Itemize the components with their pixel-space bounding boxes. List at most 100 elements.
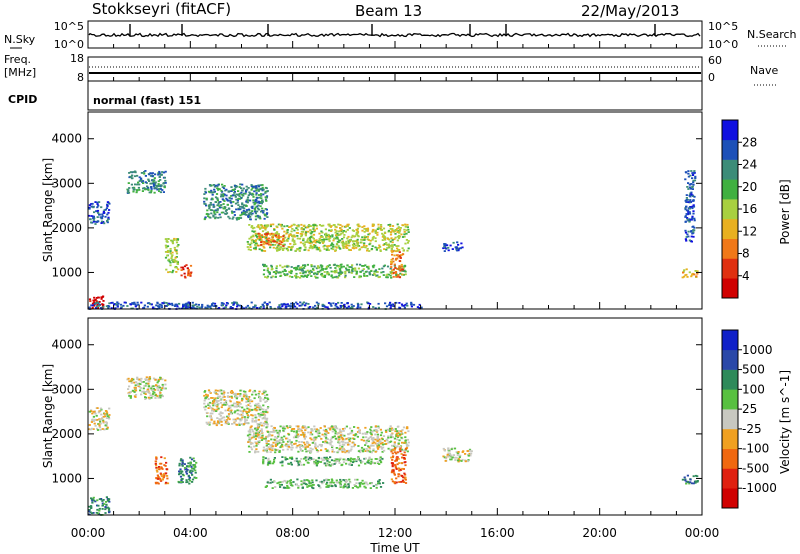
velocity-range-cell xyxy=(250,446,253,449)
power-range-cell xyxy=(355,270,359,273)
velocity-range-cell xyxy=(305,450,308,453)
power-range-cell xyxy=(274,275,277,278)
velocity-range-cell xyxy=(98,426,102,429)
power-range-cell xyxy=(368,271,371,274)
velocity-range-cell xyxy=(259,414,262,416)
power-range-cell xyxy=(134,171,137,174)
velocity-range-cell xyxy=(213,410,216,413)
power-range-cell xyxy=(170,255,173,258)
velocity-range-cell xyxy=(254,404,257,407)
power-range-cell xyxy=(370,248,374,250)
velocity-range-cell xyxy=(221,396,224,399)
velocity-range-cell xyxy=(309,459,312,461)
power-range-cell xyxy=(396,257,399,260)
power-range-cell xyxy=(401,304,404,307)
velocity-range-cell xyxy=(300,480,303,483)
power-range-cell xyxy=(304,270,307,273)
velocity-range-cell xyxy=(216,408,219,411)
power-range-cell xyxy=(351,243,355,246)
power-range-cell xyxy=(323,305,326,308)
power-range-cell xyxy=(312,269,315,272)
velocity-range-cell xyxy=(305,427,308,430)
velocity-range-cell xyxy=(283,486,286,489)
power-range-cell xyxy=(364,271,367,273)
velocity-range-cell xyxy=(385,431,388,433)
power-range-cell xyxy=(282,245,285,247)
power-range-cell xyxy=(351,269,354,271)
velocity-range-cell xyxy=(313,425,316,428)
velocity-range-cell xyxy=(267,406,270,408)
velocity-range-cell xyxy=(398,433,401,436)
power-range-cell xyxy=(138,176,141,179)
velocity-range-cell xyxy=(273,431,276,433)
power-range-cell xyxy=(216,204,219,207)
velocity-range-cell xyxy=(134,388,137,391)
velocity-range-cell xyxy=(312,439,316,442)
velocity-range-cell xyxy=(295,483,298,486)
velocity-range-cell xyxy=(281,464,284,467)
power-range-cell xyxy=(254,212,257,215)
power-range-cell xyxy=(685,197,688,199)
velocity-range-cell xyxy=(335,479,338,482)
colorbar-swatch xyxy=(722,238,738,259)
velocity-range-cell xyxy=(393,481,396,483)
power-range-cell xyxy=(684,229,687,232)
power-range-cell xyxy=(183,275,187,278)
date-title: 22/May/2013 xyxy=(581,2,679,20)
velocity-range-cell xyxy=(325,457,328,460)
velocity-range-cell xyxy=(404,454,407,457)
power-range-cell xyxy=(688,211,691,213)
velocity-range-cell xyxy=(381,450,384,453)
velocity-range-cell xyxy=(248,438,251,441)
power-range-cell xyxy=(208,204,211,206)
power-range-cell xyxy=(321,242,325,244)
velocity-range-cell xyxy=(264,397,267,399)
power-range-cell xyxy=(391,229,394,232)
velocity-range-cell xyxy=(159,391,162,394)
power-range-cell xyxy=(241,306,244,309)
power-echo-region xyxy=(390,250,405,279)
power-range-cell xyxy=(301,302,304,305)
velocity-range-cell xyxy=(248,433,251,436)
power-range-cell xyxy=(687,182,690,184)
velocity-range-cell xyxy=(310,457,313,459)
velocity-range-cell xyxy=(241,406,244,409)
power-range-cell xyxy=(251,227,254,230)
power-range-cell xyxy=(391,257,394,260)
velocity-range-cell xyxy=(287,444,290,446)
x-tick-label: 04:00 xyxy=(173,526,208,540)
velocity-range-cell xyxy=(446,455,450,457)
velocity-range-cell xyxy=(207,398,210,400)
power-range-cell xyxy=(445,247,448,250)
power-range-cell xyxy=(384,302,387,305)
velocity-range-cell xyxy=(233,405,236,408)
power-range-cell xyxy=(212,215,215,218)
power-range-cell xyxy=(257,224,260,226)
velocity-range-cell xyxy=(133,386,136,389)
power-range-cell xyxy=(175,250,178,253)
velocity-range-cell xyxy=(235,423,238,426)
velocity-range-cell xyxy=(134,393,138,396)
velocity-range-cell xyxy=(459,454,462,457)
power-range-cell xyxy=(306,269,309,272)
velocity-range-cell xyxy=(370,433,373,435)
velocity-range-cell xyxy=(694,481,697,484)
velocity-range-cell xyxy=(231,391,234,394)
velocity-range-cell xyxy=(375,486,378,489)
velocity-range-cell xyxy=(359,451,362,454)
power-range-cell xyxy=(691,217,694,220)
power-range-cell xyxy=(135,304,138,307)
velocity-range-cell xyxy=(306,445,310,448)
velocity-range-cell xyxy=(311,479,314,482)
power-range-cell xyxy=(340,302,343,304)
power-range-cell xyxy=(687,230,690,233)
velocity-range-cell xyxy=(100,418,103,421)
power-echo-region xyxy=(681,268,699,279)
velocity-range-cell xyxy=(186,481,189,483)
velocity-range-cell xyxy=(216,405,219,408)
power-range-cell xyxy=(268,271,271,274)
velocity-range-cell xyxy=(140,377,143,380)
power-range-cell xyxy=(347,268,351,271)
velocity-range-cell xyxy=(262,456,265,458)
power-range-cell xyxy=(307,241,310,244)
